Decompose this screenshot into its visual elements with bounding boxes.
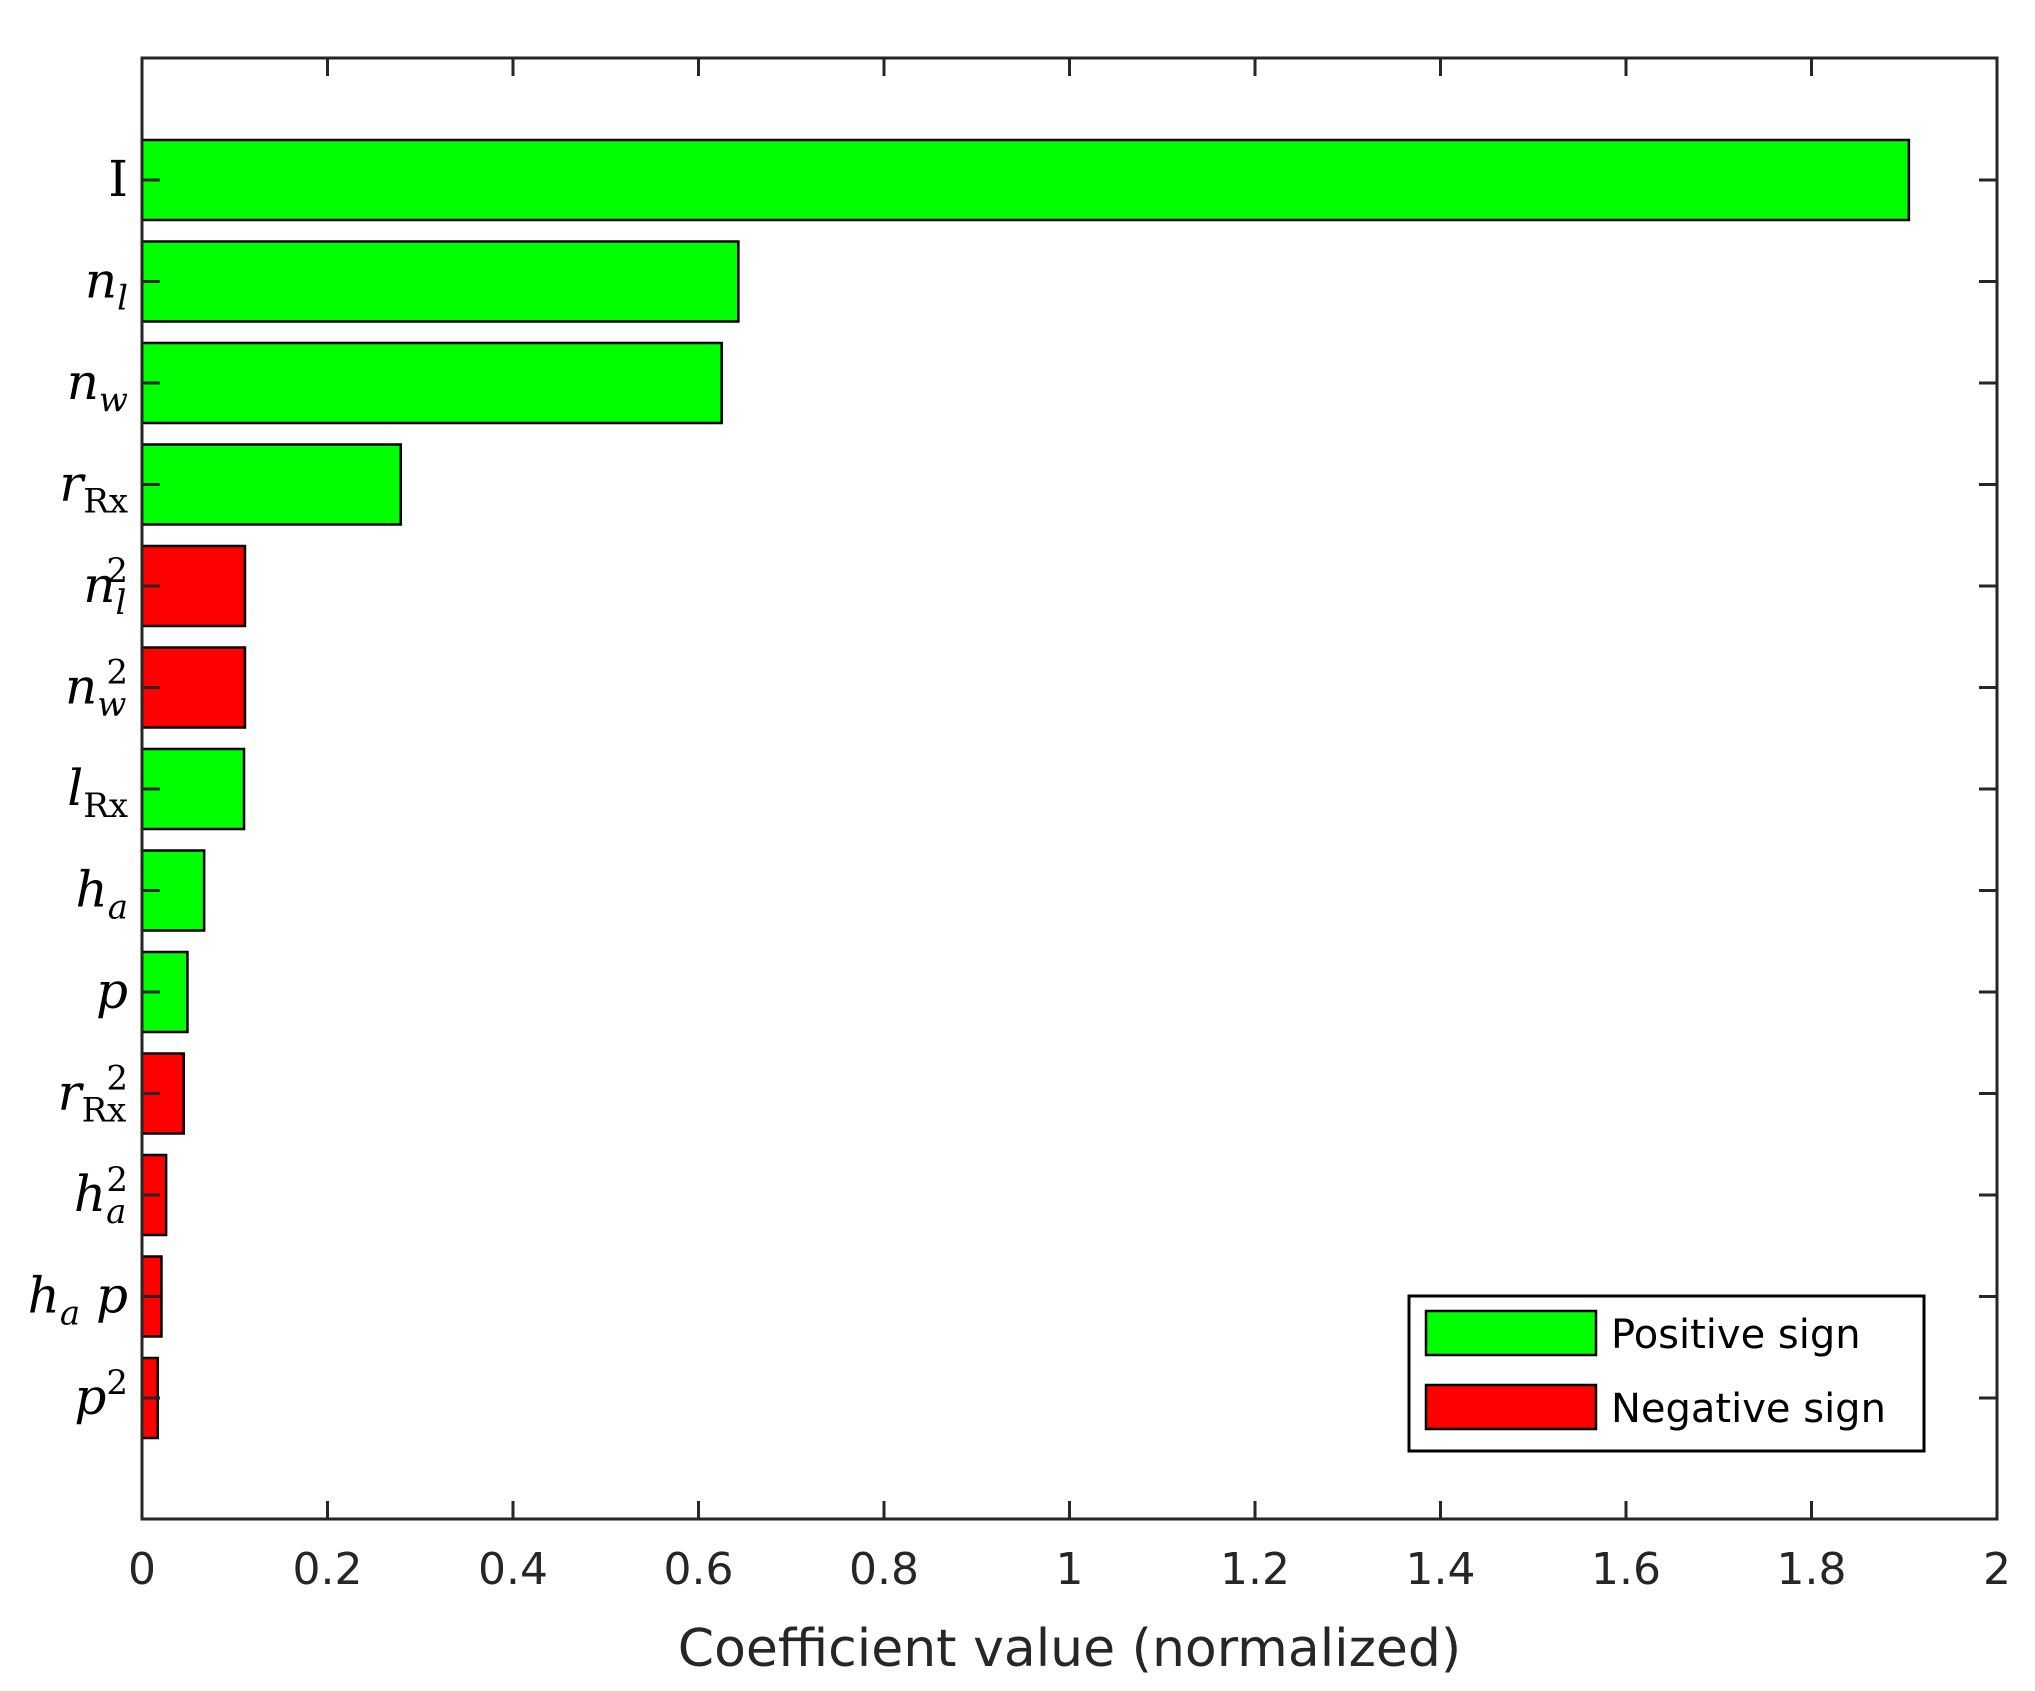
legend-swatch-negative xyxy=(1424,1383,1598,1431)
x-tick-labels: 0 0.2 0.4 0.6 0.8 1 1.2 1.4 1.6 1.8 2 xyxy=(128,1544,2011,1595)
bar-1 xyxy=(140,240,740,323)
y-category-label: rRx2 xyxy=(58,1059,128,1131)
y-category-label: lRx xyxy=(67,759,128,826)
legend: Positive sign Negative sign xyxy=(1407,1294,1926,1453)
x-tick-label: 1.8 xyxy=(1777,1544,1847,1595)
x-tick-label: 0.2 xyxy=(293,1544,363,1595)
y-category-label: nl2 xyxy=(83,551,128,623)
y-category-label: nw2 xyxy=(65,653,128,725)
ticks-group xyxy=(140,58,1999,1519)
x-tick-label: 1.4 xyxy=(1406,1544,1476,1595)
x-tick-label: 0.4 xyxy=(478,1544,548,1595)
legend-label-negative: Negative sign xyxy=(1611,1386,1886,1432)
bar-2 xyxy=(140,341,723,425)
bars-group xyxy=(140,138,1911,1440)
y-category-labels: Inl nw rRx nl2 nw2 lRx ha p rRx2 ha2 ha p p2 xyxy=(28,150,128,1426)
x-axis-title: Coefficient value (normalized) xyxy=(678,1619,1461,1679)
legend-swatch-positive xyxy=(1424,1309,1598,1357)
y-category-label: I xyxy=(108,150,128,208)
x-tick-label: 1.6 xyxy=(1591,1544,1661,1595)
y-category-label: nw xyxy=(67,353,128,420)
y-category-label: ha2 xyxy=(74,1160,128,1232)
bar-0 xyxy=(140,138,1911,222)
y-category-label: p2 xyxy=(74,1363,128,1426)
x-tick-label: 0 xyxy=(128,1544,156,1595)
y-category-label: rRx xyxy=(59,455,128,522)
x-tick-label: 0.6 xyxy=(664,1544,734,1595)
y-category-label: ha p xyxy=(28,1267,128,1334)
x-tick-label: 1 xyxy=(1056,1544,1084,1595)
bar-3 xyxy=(140,443,403,526)
legend-label-positive: Positive sign xyxy=(1611,1312,1861,1358)
x-tick-label: 2 xyxy=(1983,1544,2011,1595)
y-category-label: p xyxy=(96,962,128,1020)
y-category-label: nl xyxy=(85,252,128,319)
y-category-label: ha xyxy=(76,861,128,928)
x-tick-label: 0.8 xyxy=(849,1544,919,1595)
x-tick-label: 1.2 xyxy=(1220,1544,1290,1595)
